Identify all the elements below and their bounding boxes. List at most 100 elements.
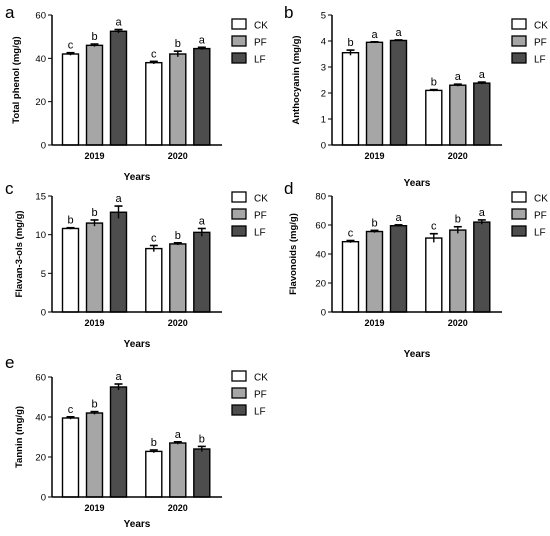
category-label: 2020: [168, 503, 188, 513]
panel-letter: a: [5, 3, 15, 22]
legend-label: LF: [254, 55, 266, 66]
bar: [365, 41, 384, 146]
significance-letter: b: [91, 207, 97, 219]
bar: [145, 61, 163, 146]
bar: [85, 222, 104, 313]
bar: [109, 30, 128, 146]
significance-letter: a: [455, 71, 462, 83]
significance-letter: c: [68, 404, 74, 416]
significance-letter: a: [479, 207, 486, 219]
bar: [425, 89, 443, 146]
bar: [61, 227, 80, 313]
y-tick-label: 4: [321, 37, 326, 48]
bar: [425, 237, 443, 313]
significance-letter: c: [348, 228, 354, 240]
bar: [473, 82, 491, 146]
bar: [365, 230, 384, 313]
bar: [169, 53, 187, 146]
significance-letter: b: [67, 215, 73, 227]
significance-letter: a: [115, 193, 122, 205]
bar: [449, 84, 467, 146]
category-label: 2020: [168, 318, 188, 328]
legend-label: PF: [534, 211, 547, 222]
y-axis-label: Flavan-3-ols (mg/g): [14, 210, 25, 297]
significance-letter: a: [115, 371, 122, 383]
y-tick-label: 2: [321, 89, 326, 100]
chart-panel-a: a 0 20 40 60 c c b b a a 2019 2020 Years Total phenol …: [5, 3, 268, 183]
y-axis-label: Tannin (mg/g): [14, 406, 25, 468]
bar: [109, 386, 128, 498]
legend-swatch: [511, 35, 527, 47]
bar: [449, 229, 467, 313]
x-axis-label: Years: [124, 339, 151, 350]
y-tick-label: 0: [321, 308, 326, 319]
significance-letter: b: [91, 31, 97, 43]
legend-swatch: [231, 225, 247, 237]
bar: [193, 448, 211, 498]
significance-letter: a: [115, 17, 122, 29]
chart-panel-b: b 0 1 2 3 4 5 b b a a a a 2019 2020 Years Anthocyanin (m…: [284, 3, 548, 189]
y-tick-label: 0: [41, 308, 46, 319]
legend-label: LF: [254, 228, 266, 239]
legend-label: PF: [254, 390, 267, 401]
x-axis-label: Years: [124, 172, 151, 183]
significance-letter: c: [151, 232, 157, 244]
panel-letter: c: [5, 179, 14, 198]
y-tick-label: 20: [315, 279, 326, 290]
category-label: 2019: [364, 318, 384, 328]
category-label: 2019: [84, 503, 104, 513]
legend-label: CK: [254, 373, 268, 384]
significance-letter: b: [151, 437, 157, 449]
legend-swatch: [231, 404, 247, 416]
legend-label: LF: [534, 55, 546, 66]
significance-letter: a: [199, 215, 206, 227]
legend-label: CK: [254, 194, 268, 205]
bar: [341, 240, 360, 313]
chart-panel-e: e 0 20 40 60 c b b a a b 2019 2020 Years Tannin (mg/g)…: [5, 353, 268, 530]
y-tick-label: 80: [315, 192, 326, 203]
bar: [169, 243, 187, 313]
significance-letter: a: [199, 34, 206, 46]
bar: [85, 44, 104, 146]
significance-letter: a: [175, 429, 182, 441]
significance-letter: c: [151, 48, 157, 60]
significance-letter: b: [175, 38, 181, 50]
category-label: 2019: [84, 151, 104, 161]
legend-label: CK: [534, 194, 548, 205]
category-label: 2019: [364, 151, 384, 161]
y-tick-label: 0: [41, 141, 46, 152]
legend-swatch: [231, 208, 247, 220]
y-axis-label: Anthocyanin (mg/g): [291, 35, 302, 124]
x-axis-label: Years: [404, 349, 431, 360]
panel-letter: e: [5, 353, 14, 372]
legend-swatch: [511, 208, 527, 220]
significance-letter: c: [68, 40, 74, 52]
bar: [193, 47, 211, 146]
legend-label: LF: [534, 228, 546, 239]
bar: [389, 225, 408, 313]
y-tick-label: 40: [35, 413, 46, 424]
legend-swatch: [231, 35, 247, 47]
y-tick-label: 20: [35, 97, 46, 108]
x-axis-label: Years: [124, 519, 151, 530]
y-tick-label: 10: [35, 230, 46, 241]
legend-label: CK: [534, 21, 548, 32]
significance-letter: b: [175, 230, 181, 242]
significance-letter: b: [91, 399, 97, 411]
significance-letter: b: [455, 214, 461, 226]
bar: [473, 221, 491, 313]
category-label: 2019: [84, 318, 104, 328]
legend-label: PF: [254, 38, 267, 49]
bar: [389, 39, 408, 146]
legend-swatch: [231, 387, 247, 399]
significance-letter: c: [431, 221, 437, 233]
legend-swatch: [231, 52, 247, 64]
significance-letter: b: [347, 37, 353, 49]
bar: [169, 442, 187, 498]
legend-label: CK: [254, 21, 268, 32]
panel-letter: d: [284, 179, 293, 198]
y-tick-label: 5: [41, 269, 46, 280]
category-label: 2020: [168, 151, 188, 161]
bar: [193, 231, 211, 313]
